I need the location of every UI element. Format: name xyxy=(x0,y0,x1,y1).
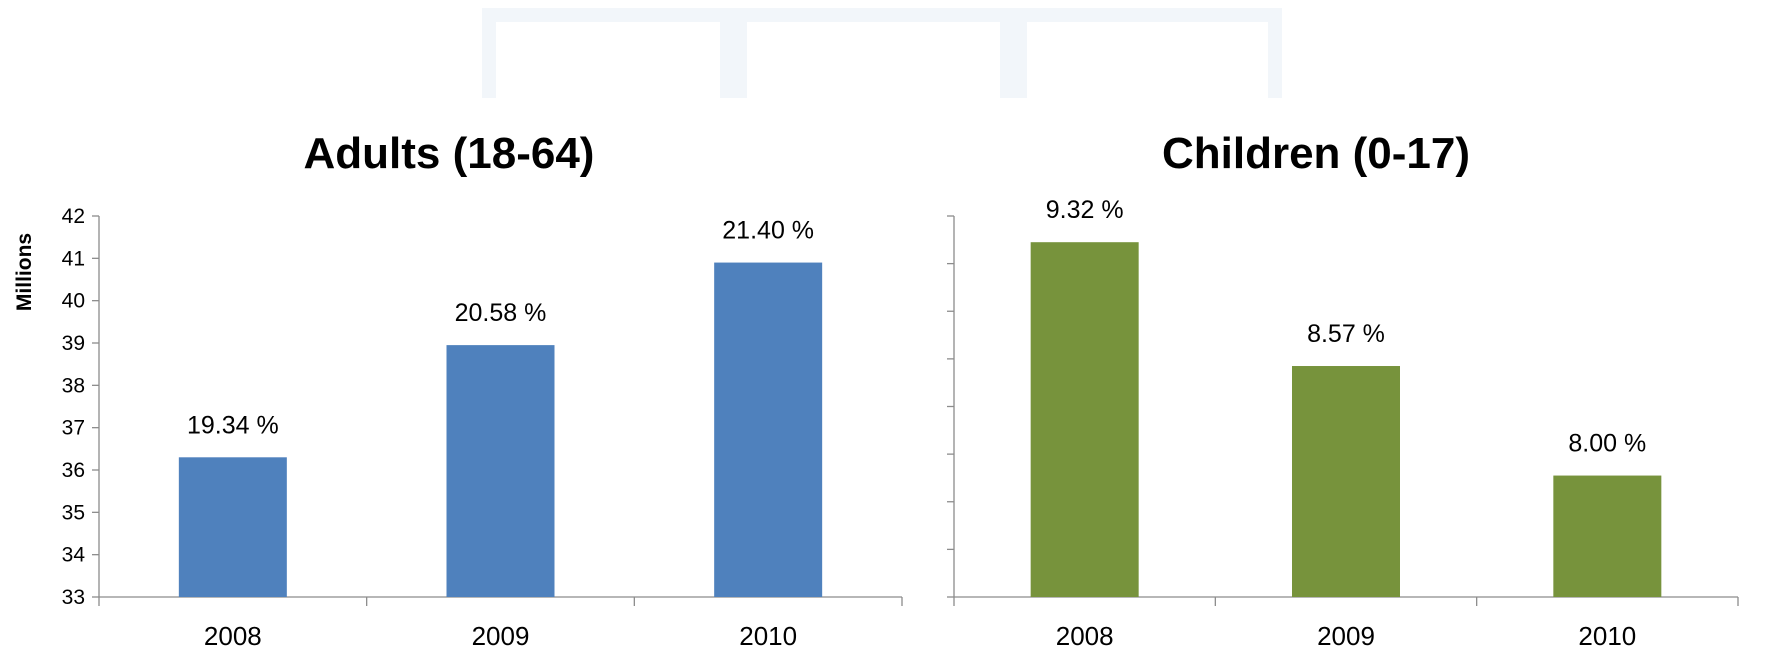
x-tick-label: 2009 xyxy=(1317,621,1375,651)
x-tick-label: 2009 xyxy=(472,621,530,651)
y-tick-label: 35 xyxy=(62,501,85,524)
bar xyxy=(1553,475,1662,597)
data-label: 8.57 % xyxy=(1307,320,1385,348)
chart-title: Adults (18-64) xyxy=(304,129,595,178)
chart-children: Children (0-17) 9.32 % 2008 8.57 % 2009 8.00… xyxy=(947,129,1739,651)
y-tick-label: 36 xyxy=(62,459,85,482)
bar xyxy=(1292,366,1400,597)
bar xyxy=(714,262,823,597)
x-tick-label: 2008 xyxy=(204,621,262,651)
x-tick-label: 2008 xyxy=(1056,621,1114,651)
y-tick-label: 33 xyxy=(62,586,85,609)
y-tick-label: 42 xyxy=(62,205,85,228)
bar xyxy=(178,457,287,597)
data-label: 20.58 % xyxy=(455,299,547,327)
data-label: 9.32 % xyxy=(1046,196,1124,224)
y-tick-label: 39 xyxy=(62,332,85,355)
chart-adults: Adults (18-64) Millions 33 34 35 36 37 38 39 40… xyxy=(13,129,903,651)
data-label: 21.40 % xyxy=(722,217,814,245)
y-axis-label: Millions xyxy=(13,233,36,311)
x-tick-label: 2010 xyxy=(739,621,797,651)
y-tick-label: 34 xyxy=(62,544,86,567)
x-tick-label: 2010 xyxy=(1578,621,1636,651)
data-label: 8.00 % xyxy=(1568,430,1646,458)
y-tick-label: 41 xyxy=(62,247,85,270)
y-tick-label: 40 xyxy=(62,290,85,313)
y-tick-label: 37 xyxy=(62,417,85,440)
bar xyxy=(446,345,555,597)
background-frame xyxy=(482,8,1282,98)
bar xyxy=(1030,242,1139,597)
chart-title: Children (0-17) xyxy=(1162,129,1470,178)
data-label: 19.34 % xyxy=(187,411,279,439)
y-tick-label: 38 xyxy=(62,374,85,397)
